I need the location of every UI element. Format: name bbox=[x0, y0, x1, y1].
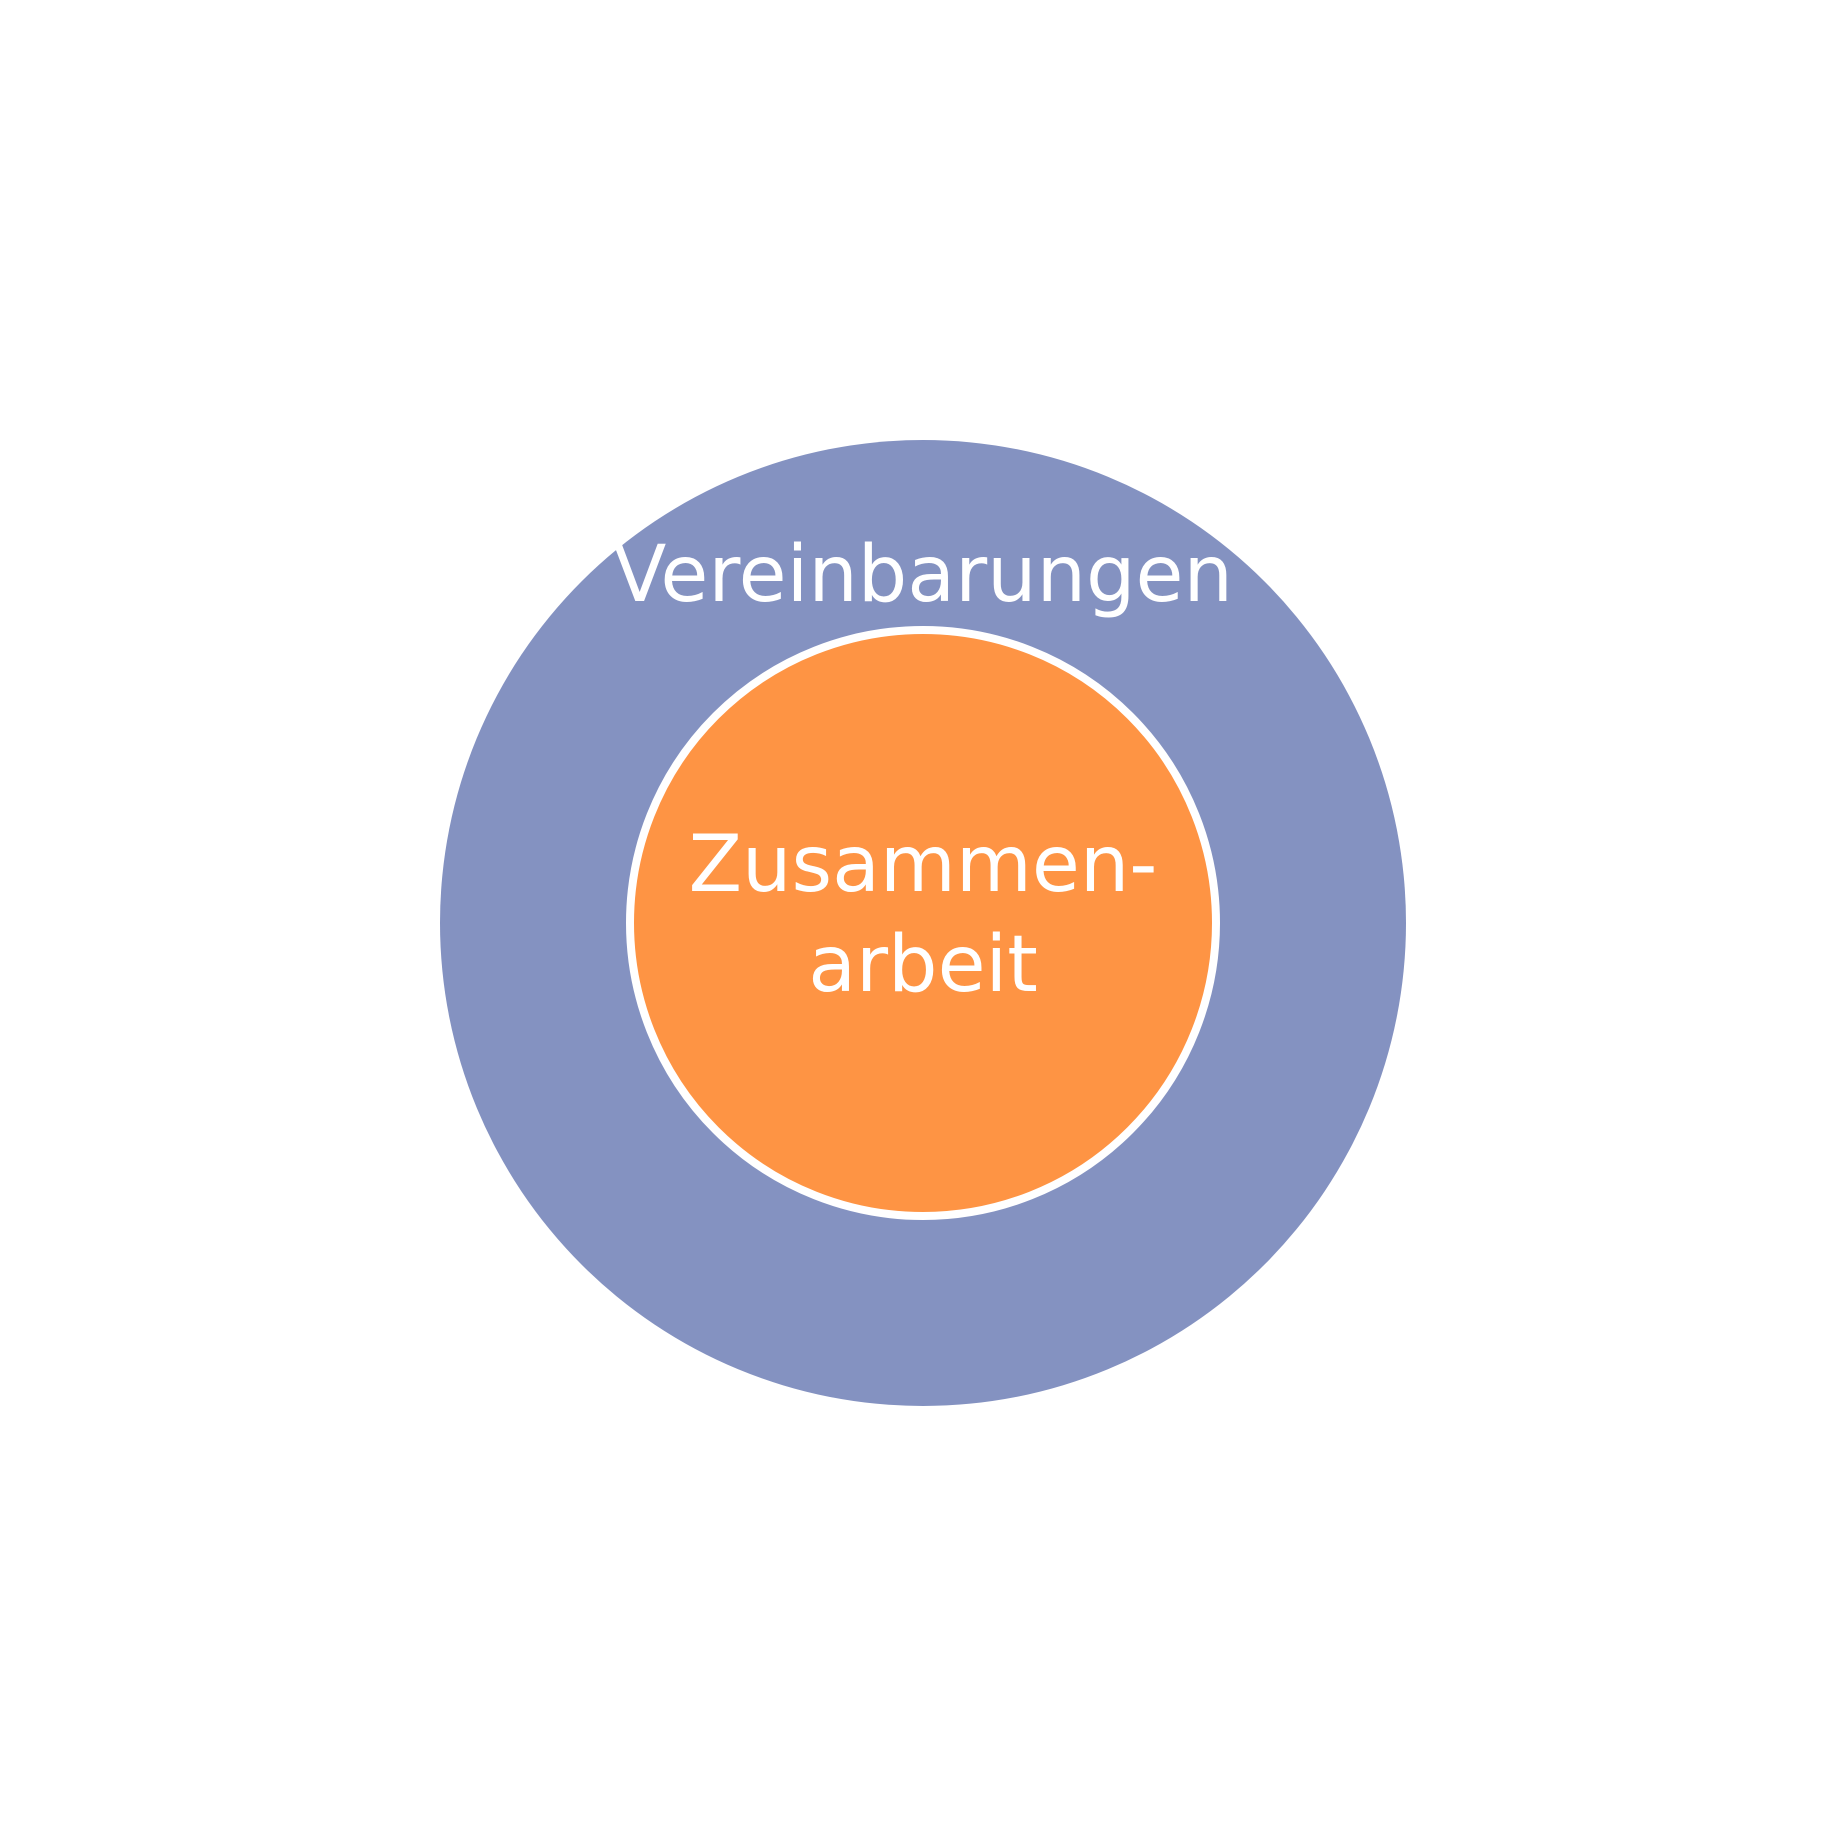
inner-circle-label-line2: arbeit bbox=[808, 920, 1038, 1010]
inner-circle-collaboration bbox=[626, 626, 1220, 1220]
outer-circle-label: Vereinbarungen bbox=[613, 530, 1233, 620]
inner-circle-label-line1: Zusammen- bbox=[689, 820, 1158, 910]
